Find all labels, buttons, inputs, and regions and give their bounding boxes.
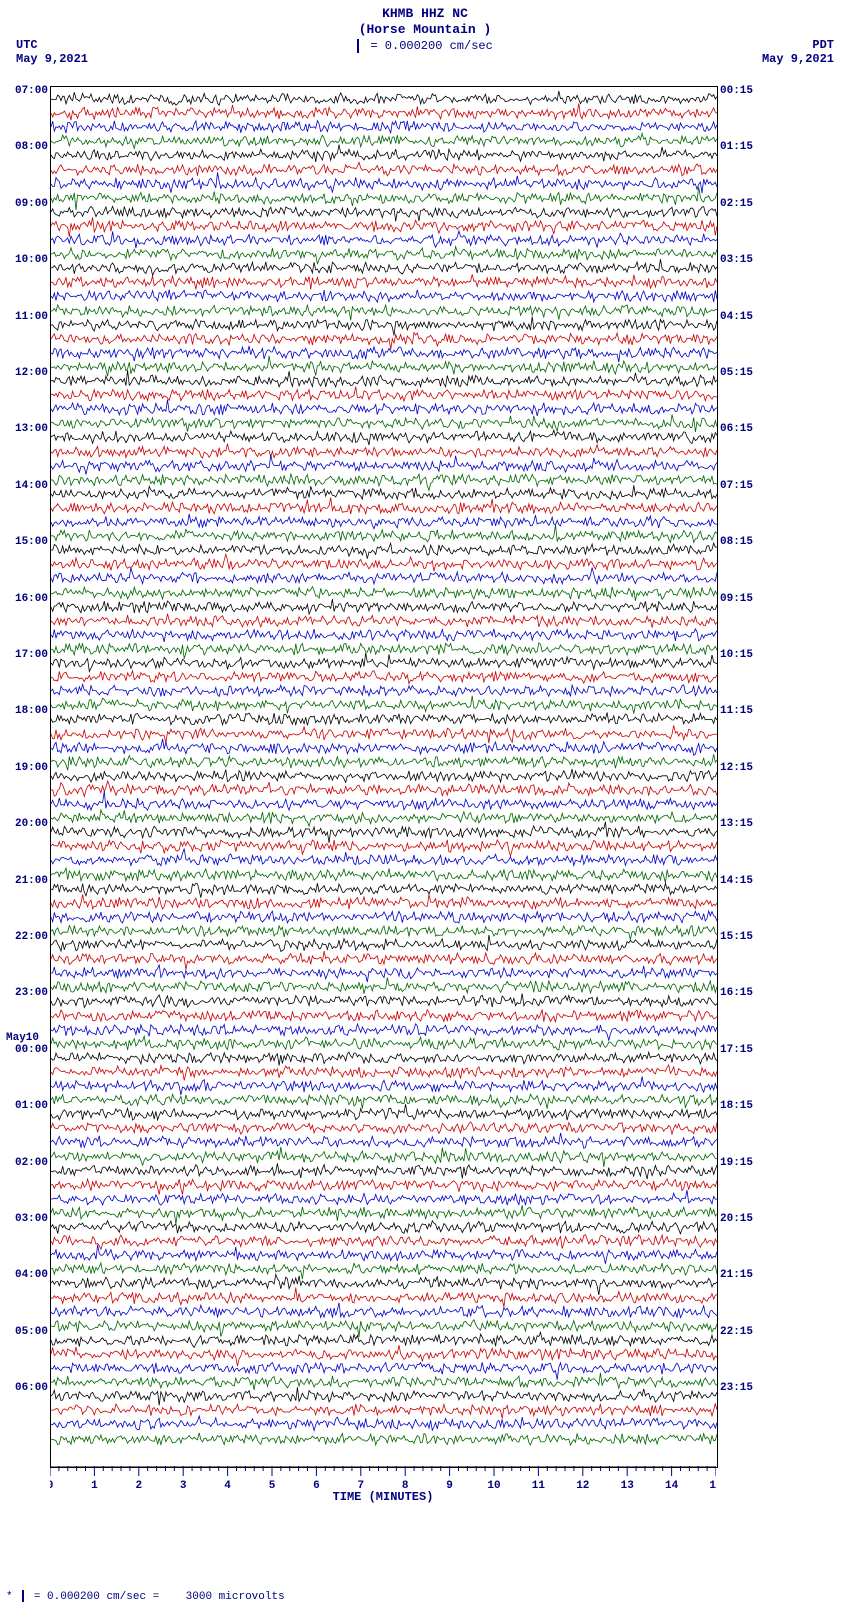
trace-row [51,1432,717,1446]
pdt-hour-label: 22:15 [720,1326,770,1338]
pdt-hour-label: 06:15 [720,423,770,435]
utc-hour-label: 17:00 [10,649,48,661]
pdt-hour-label: 19:15 [720,1157,770,1169]
utc-hour-label: 05:00 [10,1326,48,1338]
pdt-hour-label: 12:15 [720,762,770,774]
pdt-hour-label: 10:15 [720,649,770,661]
pdt-hour-label: 16:15 [720,987,770,999]
utc-hour-label: 12:00 [10,367,48,379]
utc-hour-label: 03:00 [10,1213,48,1225]
utc-hour-label: 22:00 [10,931,48,943]
utc-hour-label: 09:00 [10,198,48,210]
pdt-hour-label: 17:15 [720,1044,770,1056]
footer-suffix: 3000 microvolts [186,1591,285,1603]
utc-hour-label: 21:00 [10,875,48,887]
utc-hour-label: 00:00 [10,1044,48,1056]
pdt-hour-label: 13:15 [720,818,770,830]
pdt-hour-label: 14:15 [720,875,770,887]
pdt-hour-label: 02:15 [720,198,770,210]
seismogram-plot [50,86,718,1468]
seismogram-page: KHMB HHZ NC (Horse Mountain ) = 0.000200… [0,0,850,1613]
tz-left-label: UTC [16,38,88,52]
utc-hour-label: 11:00 [10,311,48,323]
utc-hour-label: 07:00 [10,85,48,97]
utc-hour-label: 16:00 [10,593,48,605]
amp-text: = 0.000200 cm/sec [370,39,492,53]
tz-left-date: May 9,2021 [16,52,88,66]
tz-right: PDT May 9,2021 [762,38,834,66]
pdt-hour-label: 04:15 [720,311,770,323]
footer-bar-icon [22,1590,24,1602]
pdt-hour-label: 07:15 [720,480,770,492]
pdt-hour-label: 18:15 [720,1100,770,1112]
pdt-hour-label: 08:15 [720,536,770,548]
footer-prefix: * [6,1591,13,1603]
pdt-hour-label: 05:15 [720,367,770,379]
pdt-hour-label: 00:15 [720,85,770,97]
pdt-hour-label: 11:15 [720,705,770,717]
utc-hour-label: 20:00 [10,818,48,830]
x-axis: 0123456789101112131415 TIME (MINUTES) [50,1466,716,1506]
pdt-hour-label: 09:15 [720,593,770,605]
pdt-hour-label: 01:15 [720,141,770,153]
amplitude-line: = 0.000200 cm/sec [0,39,850,53]
pdt-hour-label: 20:15 [720,1213,770,1225]
utc-hour-label: 15:00 [10,536,48,548]
pdt-hour-label: 15:15 [720,931,770,943]
pdt-hour-label: 23:15 [720,1382,770,1394]
tz-right-date: May 9,2021 [762,52,834,66]
utc-hour-label: 14:00 [10,480,48,492]
day-label: May10 [6,1032,39,1044]
utc-hour-label: 04:00 [10,1269,48,1281]
utc-hour-label: 02:00 [10,1157,48,1169]
header: KHMB HHZ NC (Horse Mountain ) [0,0,850,37]
utc-hour-label: 10:00 [10,254,48,266]
tz-left: UTC May 9,2021 [16,38,88,66]
utc-hour-label: 19:00 [10,762,48,774]
pdt-hour-label: 03:15 [720,254,770,266]
utc-hour-label: 18:00 [10,705,48,717]
tz-right-label: PDT [762,38,834,52]
amp-bar-icon [357,39,359,53]
station-line: KHMB HHZ NC [0,6,850,22]
utc-hour-label: 01:00 [10,1100,48,1112]
utc-hour-label: 06:00 [10,1382,48,1394]
utc-hour-label: 23:00 [10,987,48,999]
pdt-hour-label: 21:15 [720,1269,770,1281]
utc-hour-label: 13:00 [10,423,48,435]
footer-mid: = 0.000200 cm/sec = [34,1591,159,1603]
x-axis-label: TIME (MINUTES) [50,1490,716,1504]
location-line: (Horse Mountain ) [0,22,850,38]
utc-hour-label: 08:00 [10,141,48,153]
footer: * = 0.000200 cm/sec = 3000 microvolts [6,1590,285,1603]
